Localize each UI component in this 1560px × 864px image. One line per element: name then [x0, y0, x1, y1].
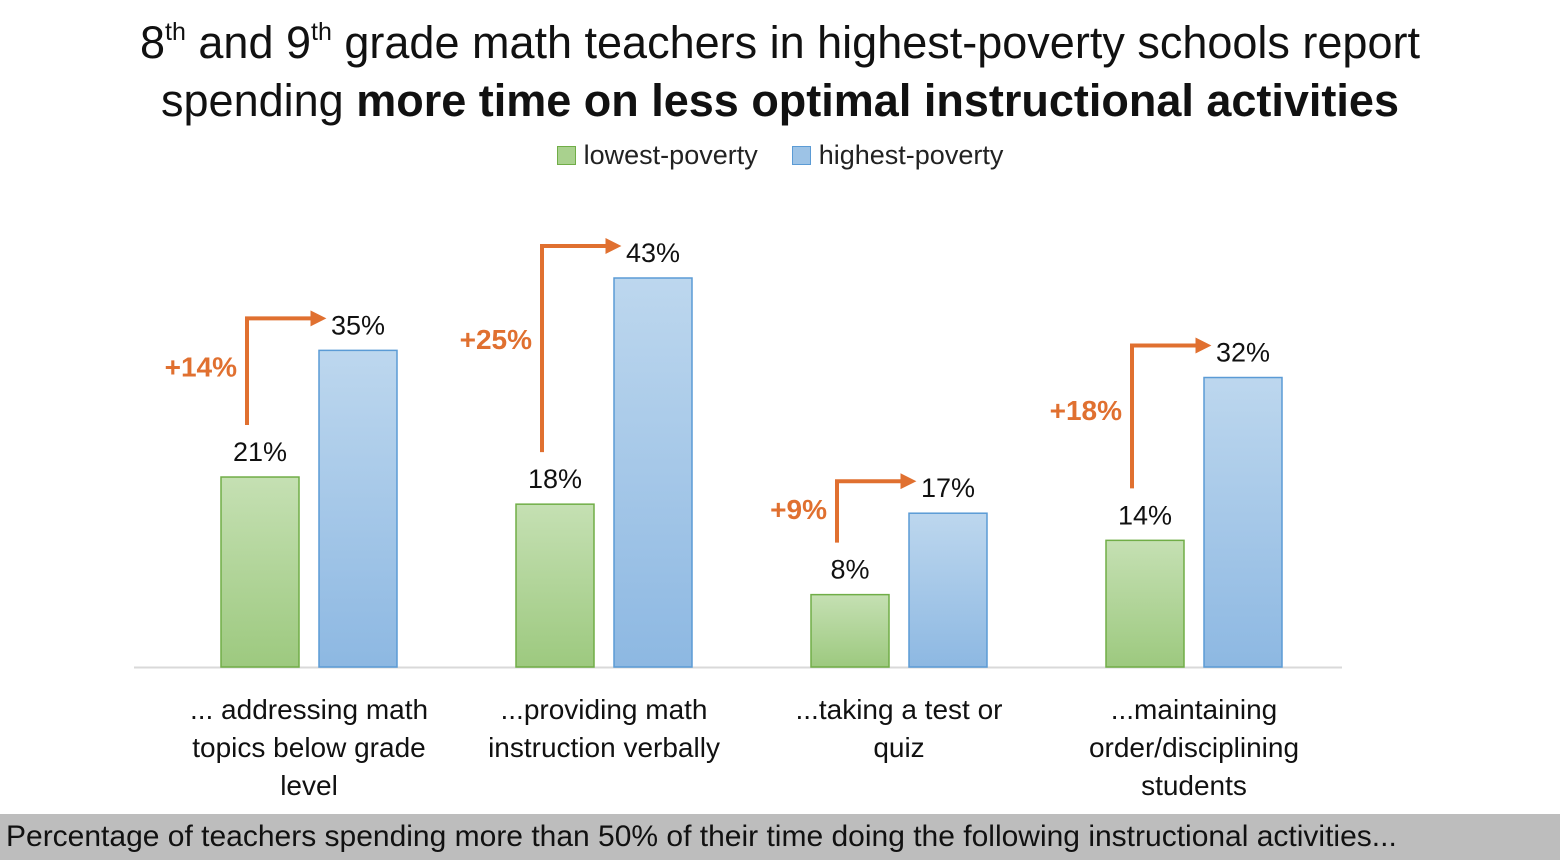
data-label: 8%	[830, 555, 869, 585]
bar-chart: 21% 18% 8% 14% 35% 43% 17% 32% ... addressing ma…	[134, 238, 1342, 801]
title-line-1: 8th and 9th grade math teachers in highe…	[0, 14, 1560, 72]
bar-highest-poverty	[613, 277, 693, 668]
difference-label: +18%	[1050, 395, 1122, 426]
data-label: 35%	[331, 310, 385, 340]
title-text: grade math teachers in highest-poverty s…	[331, 17, 1420, 68]
bar-lowest-poverty	[220, 476, 300, 668]
legend-swatch-lowest-poverty	[556, 146, 576, 165]
difference-arrow	[835, 473, 917, 543]
data-label: 43%	[626, 238, 680, 268]
legend-label: highest-poverty	[818, 140, 1004, 170]
data-label: 14%	[1118, 500, 1172, 530]
legend-item-lowest-poverty: lowest-poverty	[556, 140, 758, 171]
bar-highest-poverty	[908, 512, 988, 668]
legend-item-highest-poverty: highest-poverty	[791, 140, 1004, 171]
title-superscript: th	[311, 18, 332, 46]
difference-arrow	[245, 310, 327, 426]
bar-highest-poverty	[1203, 376, 1283, 668]
title-bold-text: more time on less optimal instructional …	[356, 75, 1399, 126]
legend: lowest-poverty highest-poverty	[0, 140, 1560, 171]
caption-text: Percentage of teachers spending more tha…	[6, 820, 1397, 853]
data-label: 17%	[921, 473, 975, 503]
x-tick-label: ... addressing math	[190, 694, 428, 725]
difference-label: +9%	[770, 494, 827, 525]
difference-label: +25%	[460, 324, 532, 355]
title-text: spending	[161, 75, 357, 126]
bar-lowest-poverty	[515, 503, 595, 668]
title-superscript: th	[165, 18, 186, 46]
bar-lowest-poverty	[1105, 539, 1185, 668]
legend-label: lowest-poverty	[583, 140, 758, 170]
difference-arrow	[540, 238, 622, 453]
x-tick-label: order/disciplining	[1089, 732, 1299, 763]
x-tick-label: topics below grade	[192, 732, 425, 763]
x-tick-label: instruction verbally	[488, 732, 720, 763]
x-tick-label: quiz	[873, 732, 924, 763]
x-tick-label: ...taking a test or	[796, 694, 1003, 725]
chart-title: 8th and 9th grade math teachers in highe…	[0, 14, 1560, 130]
data-label: 32%	[1216, 338, 1270, 368]
bar-lowest-poverty	[810, 593, 890, 668]
title-line-2: spending more time on less optimal instr…	[0, 72, 1560, 130]
x-tick-label: ...providing math	[501, 694, 708, 725]
x-tick-label: students	[1141, 770, 1247, 801]
legend-swatch-highest-poverty	[791, 146, 811, 165]
difference-label: +14%	[165, 351, 237, 382]
difference-arrow	[1130, 337, 1212, 489]
data-label: 18%	[528, 464, 582, 494]
data-label: 21%	[233, 437, 287, 467]
title-text: 8	[140, 17, 166, 68]
x-tick-label: level	[280, 770, 338, 801]
x-tick-label: ...maintaining	[1111, 694, 1278, 725]
caption-bar: Percentage of teachers spending more tha…	[0, 814, 1560, 860]
title-text: and 9	[185, 17, 312, 68]
bar-highest-poverty	[318, 349, 398, 668]
